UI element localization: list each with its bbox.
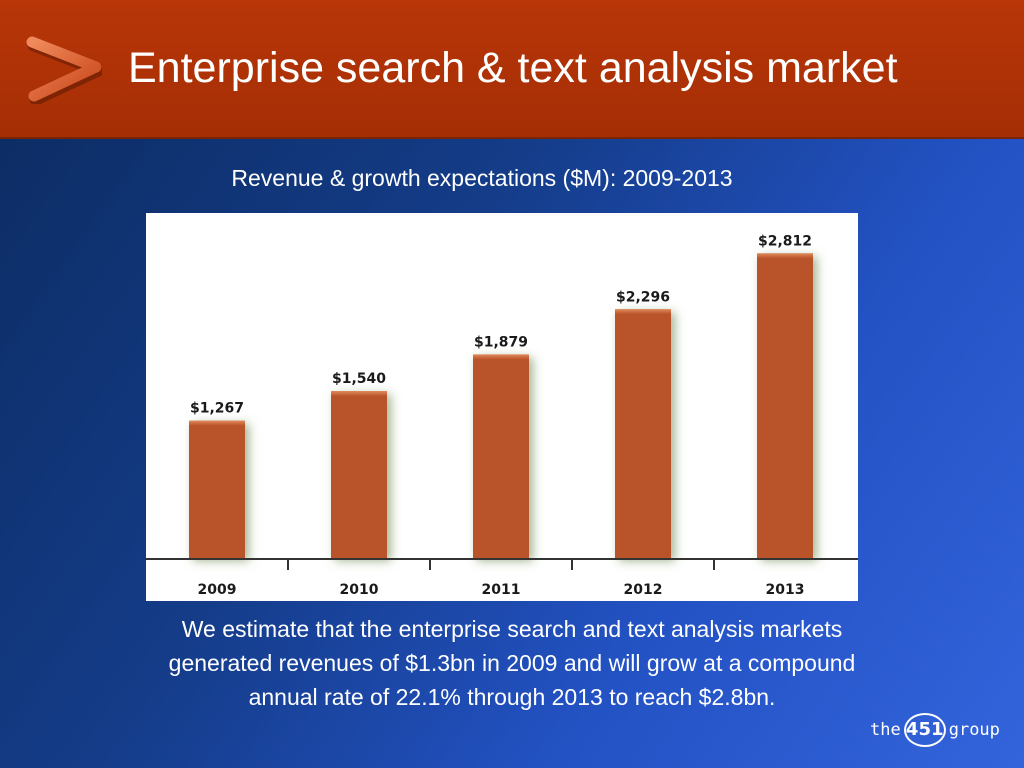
bar <box>615 309 671 558</box>
bar-cap <box>189 420 245 426</box>
logo-suffix: group <box>948 720 1000 740</box>
bar <box>331 391 387 558</box>
caption-line: We estimate that the enterprise search a… <box>181 616 843 642</box>
x-tick-label: 2009 <box>198 582 237 598</box>
bar-group: $1,540 <box>331 371 387 558</box>
x-tick-label: 2011 <box>482 582 521 598</box>
logo-number: 451 <box>903 713 946 747</box>
caption-line: annual rate of 22.1% through 2013 to rea… <box>248 684 776 710</box>
x-tick-label: 2010 <box>340 582 379 598</box>
summary-caption: We estimate that the enterprise search a… <box>0 612 1024 714</box>
bar <box>757 253 813 558</box>
bar-value-label: $1,540 <box>332 371 386 387</box>
bar-group: $2,812 <box>757 233 813 558</box>
chart-subtitle: Revenue & growth expectations ($M): 2009… <box>231 165 733 191</box>
bar-cap <box>331 391 387 397</box>
title-bar: Enterprise search & text analysis market <box>0 0 1024 139</box>
bar-group: $2,296 <box>615 289 671 558</box>
bar-group: $1,267 <box>189 401 245 558</box>
x-tick-label: 2012 <box>624 582 663 598</box>
bar-cap <box>615 309 671 315</box>
bar-cap <box>473 354 529 360</box>
logo-prefix: the <box>870 720 901 740</box>
x-tick-label: 2013 <box>766 582 805 598</box>
bar-chart: $1,267 $1,540 $1,879 $2,296 $2,812 2009 2010 2… <box>146 213 858 601</box>
bar-value-label: $2,812 <box>758 233 812 249</box>
page-title: Enterprise search & text analysis market <box>128 44 898 92</box>
bar <box>473 354 529 558</box>
the-451-group-logo: the 451 group <box>870 710 1000 750</box>
bar-group: $1,879 <box>473 334 529 558</box>
bar-value-label: $2,296 <box>616 289 670 305</box>
bar-value-label: $1,879 <box>474 334 528 350</box>
chevron-right-icon <box>26 36 102 104</box>
bar-cap <box>757 253 813 259</box>
bar <box>189 420 245 558</box>
caption-line: generated revenues of $1.3bn in 2009 and… <box>168 650 856 676</box>
chart-canvas: $1,267 $1,540 $1,879 $2,296 $2,812 2009 2010 2… <box>146 233 858 598</box>
bar-value-label: $1,267 <box>190 401 244 417</box>
